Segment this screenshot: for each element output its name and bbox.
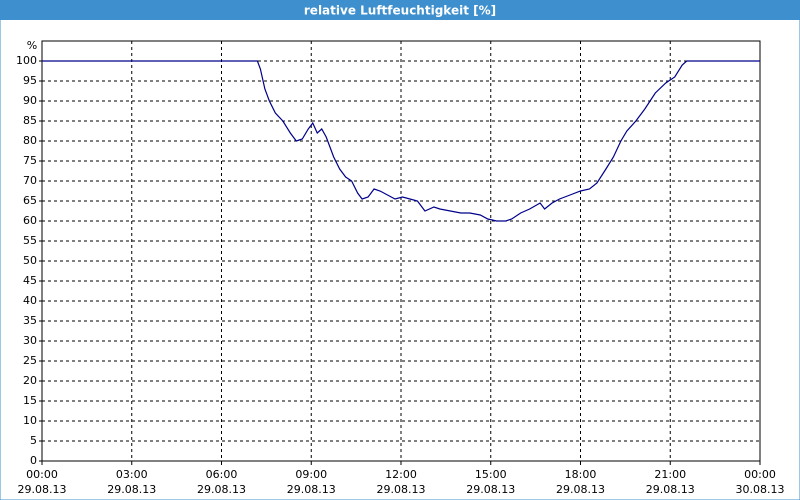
y-tick-label: 75: [23, 154, 37, 167]
x-tick-label: 00:00 30.08.13: [736, 468, 785, 496]
y-tick-label: 90: [23, 94, 37, 107]
x-tick-label: 18:00 29.08.13: [556, 468, 605, 496]
y-tick-label: 100: [16, 54, 37, 67]
y-axis-label: %: [27, 39, 37, 52]
y-tick-label: 30: [23, 334, 37, 347]
y-tick-label: 70: [23, 174, 37, 187]
x-tick-label: 09:00 29.08.13: [287, 468, 336, 496]
y-tick-label: 95: [23, 74, 37, 87]
y-tick-label: 65: [23, 194, 37, 207]
y-tick-label: 40: [23, 294, 37, 307]
y-tick-label: 85: [23, 114, 37, 127]
y-tick-label: 25: [23, 354, 37, 367]
y-tick-label: 15: [23, 394, 37, 407]
x-tick-label: 00:00 29.08.13: [18, 468, 67, 496]
data-line: [42, 60, 760, 222]
x-tick-label: 21:00 29.08.13: [646, 468, 695, 496]
y-tick-label: 50: [23, 254, 37, 267]
y-tick-label: 0: [30, 454, 37, 467]
y-tick-label: 45: [23, 274, 37, 287]
y-tick-label: 60: [23, 214, 37, 227]
x-tick-label: 03:00 29.08.13: [107, 468, 156, 496]
y-tick-label: 80: [23, 134, 37, 147]
chart-title: relative Luftfeuchtigkeit [%]: [304, 4, 496, 18]
x-tick-label: 06:00 29.08.13: [197, 468, 246, 496]
y-tick-label: 20: [23, 374, 37, 387]
y-tick-label: 5: [30, 434, 37, 447]
title-bar: [0, 0, 800, 20]
y-tick-label: 55: [23, 234, 37, 247]
y-tick-label: 35: [23, 314, 37, 327]
y-tick-label: 10: [23, 414, 37, 427]
x-tick-label: 12:00 29.08.13: [377, 468, 426, 496]
x-tick-label: 15:00 29.08.13: [466, 468, 515, 496]
